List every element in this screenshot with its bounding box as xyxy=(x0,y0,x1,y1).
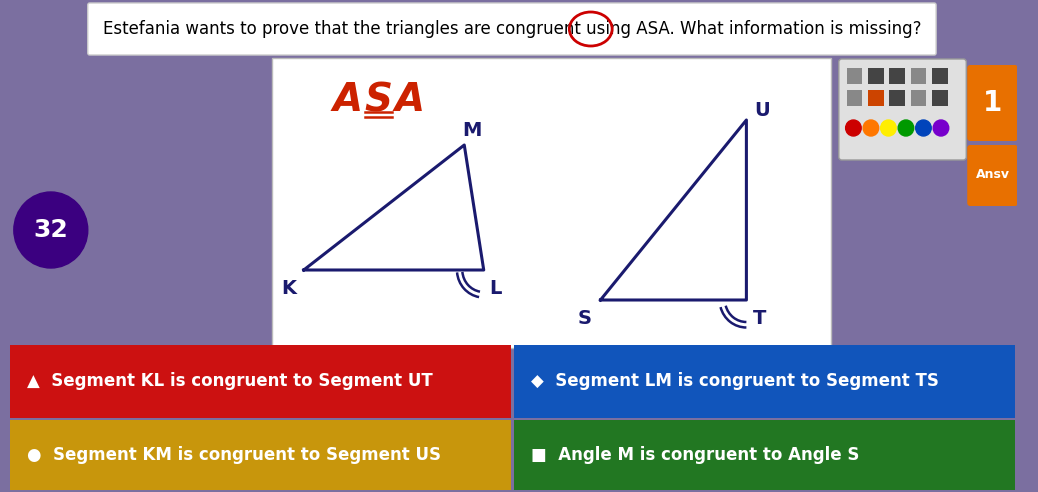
FancyBboxPatch shape xyxy=(10,420,511,490)
Circle shape xyxy=(13,192,88,268)
Text: A: A xyxy=(394,81,425,119)
Text: T: T xyxy=(754,308,767,328)
FancyBboxPatch shape xyxy=(967,145,1018,206)
FancyBboxPatch shape xyxy=(932,90,948,106)
FancyBboxPatch shape xyxy=(910,90,926,106)
Text: ▲  Segment KL is congruent to Segment UT: ▲ Segment KL is congruent to Segment UT xyxy=(27,372,433,391)
FancyBboxPatch shape xyxy=(868,90,883,106)
FancyBboxPatch shape xyxy=(967,65,1018,141)
FancyBboxPatch shape xyxy=(10,345,511,418)
Text: 1: 1 xyxy=(983,89,1002,117)
Text: S: S xyxy=(578,308,592,328)
Circle shape xyxy=(916,120,931,136)
FancyBboxPatch shape xyxy=(890,90,905,106)
Text: L: L xyxy=(489,278,501,298)
Text: M: M xyxy=(462,122,482,141)
FancyBboxPatch shape xyxy=(910,68,926,84)
Text: S: S xyxy=(364,81,392,119)
FancyBboxPatch shape xyxy=(847,90,863,106)
FancyBboxPatch shape xyxy=(847,68,863,84)
Text: A: A xyxy=(332,81,362,119)
Circle shape xyxy=(880,120,896,136)
Circle shape xyxy=(898,120,913,136)
FancyBboxPatch shape xyxy=(272,58,831,348)
Circle shape xyxy=(864,120,879,136)
FancyBboxPatch shape xyxy=(88,3,936,55)
FancyBboxPatch shape xyxy=(890,68,905,84)
Text: Ansv: Ansv xyxy=(976,168,1010,182)
FancyBboxPatch shape xyxy=(514,420,1015,490)
FancyBboxPatch shape xyxy=(839,59,966,160)
Text: K: K xyxy=(281,278,297,298)
Text: 32: 32 xyxy=(33,218,69,242)
Text: U: U xyxy=(754,100,770,120)
Text: ●  Segment KM is congruent to Segment US: ● Segment KM is congruent to Segment US xyxy=(27,446,441,464)
Text: ■  Angle M is congruent to Angle S: ■ Angle M is congruent to Angle S xyxy=(531,446,859,464)
Text: Estefania wants to prove that the triangles are congruent using ASA. What inform: Estefania wants to prove that the triang… xyxy=(103,20,921,38)
Text: ◆  Segment LM is congruent to Segment TS: ◆ Segment LM is congruent to Segment TS xyxy=(531,372,939,391)
FancyBboxPatch shape xyxy=(514,345,1015,418)
Circle shape xyxy=(933,120,949,136)
FancyBboxPatch shape xyxy=(868,68,883,84)
FancyBboxPatch shape xyxy=(932,68,948,84)
Circle shape xyxy=(846,120,862,136)
